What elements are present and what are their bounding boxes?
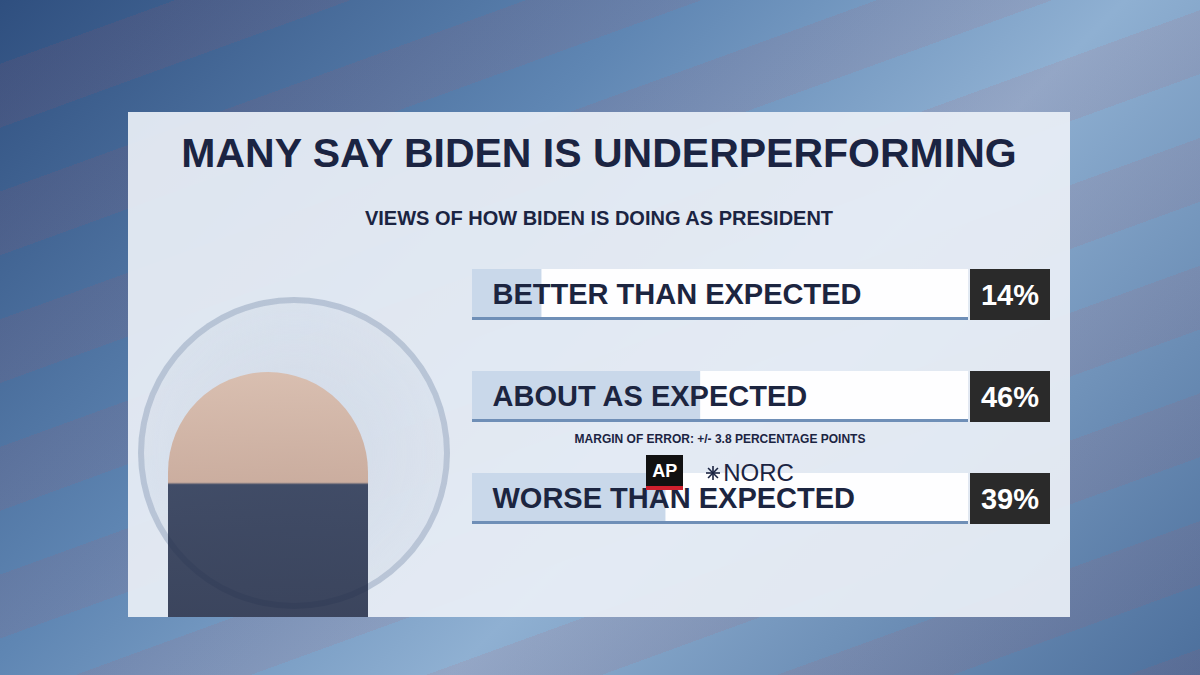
html-text:AP: AP <box>652 461 678 481</box>
html-text:VIEWS OF HOW BIDEN IS DOING AS: VIEWS OF HOW BIDEN IS DOING AS PRESIDENT <box>364 207 834 229</box>
svg-text:ABOUT AS EXPECTED: ABOUT AS EXPECTED <box>493 380 808 412</box>
svg-text:46%: 46% <box>981 381 1039 413</box>
svg-text:14%: 14% <box>981 279 1039 311</box>
svg-text:WORSE THAN EXPECTED: WORSE THAN EXPECTED <box>492 482 855 515</box>
html-text:MANY SAY BIDEN IS UNDERPERFORM: MANY SAY BIDEN IS UNDERPERFORMING <box>181 130 1017 176</box>
html-text:MARGIN OF ERROR: +/- 3.8 PERCE: MARGIN OF ERROR: +/- 3.8 PERCENTAGE POIN… <box>574 432 866 446</box>
html-text:NORC: NORC <box>723 458 794 486</box>
svg-text:39%: 39% <box>981 483 1039 515</box>
svg-text:BETTER THAN EXPECTED: BETTER THAN EXPECTED <box>493 278 862 310</box>
